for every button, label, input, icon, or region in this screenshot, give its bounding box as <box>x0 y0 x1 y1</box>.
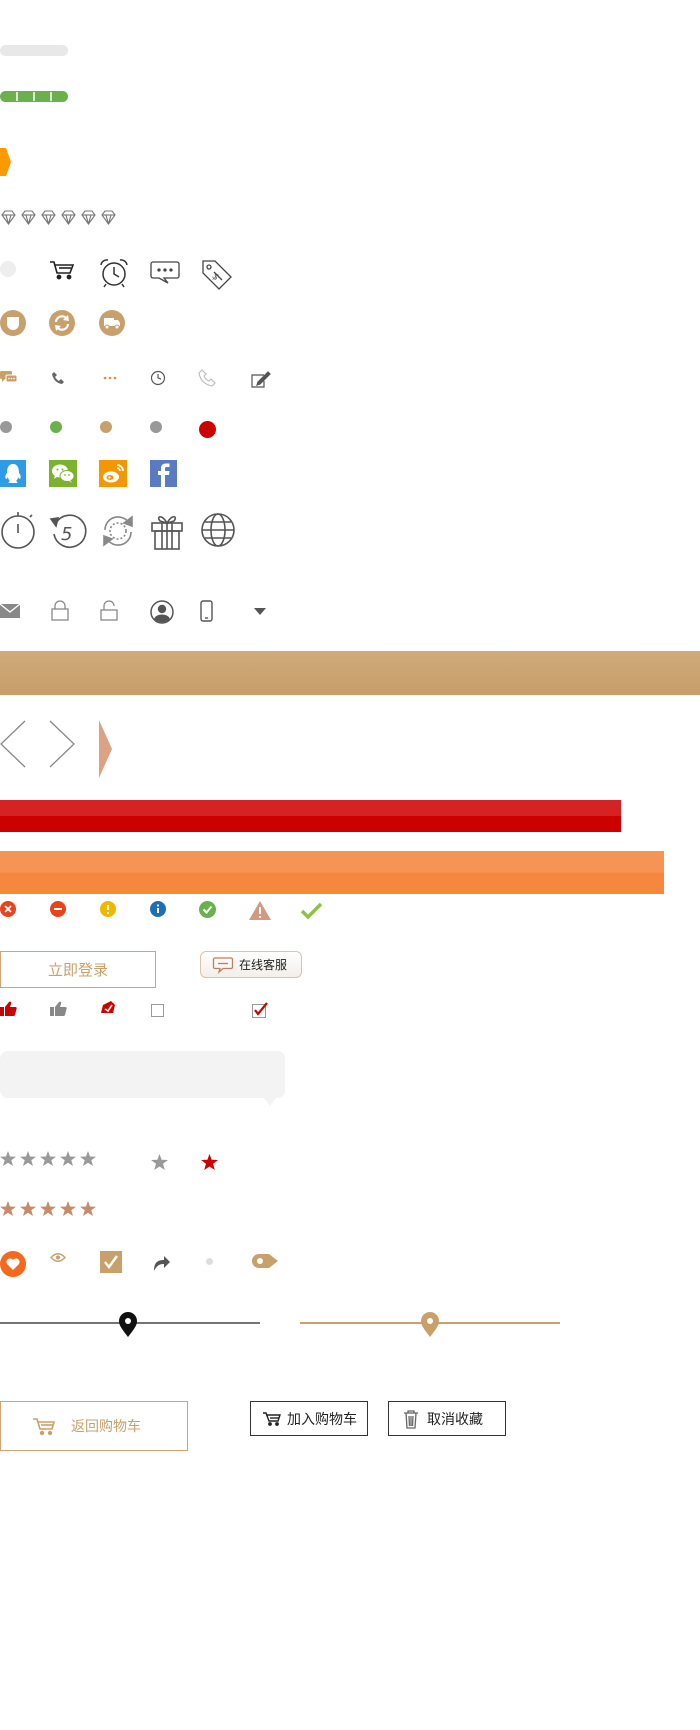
chevron-right-icon[interactable] <box>49 720 75 768</box>
progress-bar-filled <box>0 91 68 102</box>
chevron-left-icon[interactable] <box>0 720 26 768</box>
login-button[interactable]: 立即登录 <box>0 951 156 988</box>
cart-icon[interactable] <box>50 260 75 280</box>
placeholder-dot-icon <box>0 261 16 277</box>
user-avatar-icon[interactable] <box>150 600 174 624</box>
cart-icon-small <box>263 1411 281 1426</box>
heart-circle-icon[interactable] <box>0 1251 26 1277</box>
small-dot-icon <box>206 1258 213 1265</box>
refresh-arrows-icon <box>99 512 137 550</box>
more-dots-icon[interactable] <box>103 376 117 380</box>
speech-bubble-panel <box>0 1051 286 1107</box>
chat-bubble-small-icon <box>212 956 234 974</box>
checkbox-unchecked[interactable] <box>151 1004 164 1017</box>
add-to-cart-label: 加入购物车 <box>287 1411 357 1428</box>
progress-bar-empty <box>0 45 68 56</box>
weibo-icon[interactable] <box>99 460 127 487</box>
tag-pin-icon <box>252 1254 278 1268</box>
orange-bar <box>0 851 664 894</box>
play-arrow-icon[interactable] <box>99 720 113 778</box>
edit-red-icon[interactable] <box>100 1000 116 1015</box>
cart-icon-gold <box>33 1417 56 1436</box>
countdown-5-icon: 5 <box>49 512 87 550</box>
qq-icon[interactable] <box>0 460 26 487</box>
status-dot-gold <box>100 421 112 433</box>
gold-banner <box>0 651 700 695</box>
online-service-button[interactable]: 在线客服 <box>200 951 302 978</box>
back-to-cart-label: 返回购物车 <box>71 1419 141 1435</box>
comment-icon <box>0 371 18 385</box>
warning-circle-icon <box>100 901 116 917</box>
mobile-phone-icon <box>200 600 213 622</box>
share-arrow-icon[interactable] <box>151 1252 171 1272</box>
back-to-cart-button[interactable]: 返回购物车 <box>0 1401 188 1451</box>
lock-closed-icon <box>51 600 69 621</box>
location-divider-black <box>0 1310 260 1338</box>
error-circle-icon <box>0 901 16 917</box>
minus-circle-icon <box>50 901 66 917</box>
edit-icon[interactable] <box>251 370 271 388</box>
mail-icon[interactable] <box>0 603 21 618</box>
star-rating-gray[interactable] <box>0 1151 97 1167</box>
clock-icon <box>150 370 166 386</box>
cancel-favorite-label: 取消收藏 <box>427 1411 483 1428</box>
status-dot-gray-2 <box>150 421 162 433</box>
cancel-favorite-button[interactable]: 取消收藏 <box>388 1401 506 1436</box>
phone-outline-icon <box>198 369 218 387</box>
globe-icon[interactable] <box>200 512 236 548</box>
chevron-down-icon[interactable] <box>254 608 266 615</box>
star-gray-icon[interactable] <box>151 1154 168 1170</box>
price-tag-icon: $ <box>201 259 233 291</box>
svg-text:$: $ <box>210 272 221 283</box>
hexagon-badge-icon <box>0 148 12 176</box>
wechat-icon[interactable] <box>49 460 77 487</box>
success-circle-icon <box>199 901 217 918</box>
svg-text:5: 5 <box>61 524 72 545</box>
gift-icon <box>150 510 184 550</box>
check-square-icon[interactable] <box>100 1251 122 1273</box>
trash-icon <box>403 1409 419 1429</box>
facebook-icon[interactable] <box>150 460 177 487</box>
status-dot-gray <box>0 421 12 433</box>
red-bar <box>0 800 621 832</box>
status-dot-red <box>199 421 216 438</box>
alarm-clock-icon <box>99 258 129 288</box>
star-rating-gold[interactable] <box>0 1201 97 1217</box>
checkmark-icon <box>300 902 323 920</box>
delivery-truck-circle-icon <box>99 310 125 336</box>
diamond-rating <box>0 210 120 226</box>
checkbox-checked[interactable] <box>252 1002 269 1018</box>
status-dot-green <box>50 421 62 433</box>
eye-icon[interactable] <box>50 1252 66 1263</box>
star-red-icon[interactable] <box>201 1154 218 1170</box>
add-to-cart-button[interactable]: 加入购物车 <box>250 1401 368 1436</box>
shield-circle-icon <box>0 310 26 336</box>
stopwatch-icon <box>0 510 36 550</box>
location-divider-gold <box>300 1310 560 1338</box>
thumbs-up-red-icon[interactable] <box>0 1001 17 1016</box>
online-service-label: 在线客服 <box>239 958 288 972</box>
refresh-circle-icon <box>49 310 75 336</box>
chat-bubble-icon <box>150 261 180 285</box>
phone-handset-icon <box>51 371 65 385</box>
info-circle-icon <box>150 901 166 917</box>
lock-open-icon <box>100 600 118 621</box>
warning-triangle-icon <box>249 901 271 920</box>
thumbs-up-gray-icon[interactable] <box>50 1001 67 1016</box>
